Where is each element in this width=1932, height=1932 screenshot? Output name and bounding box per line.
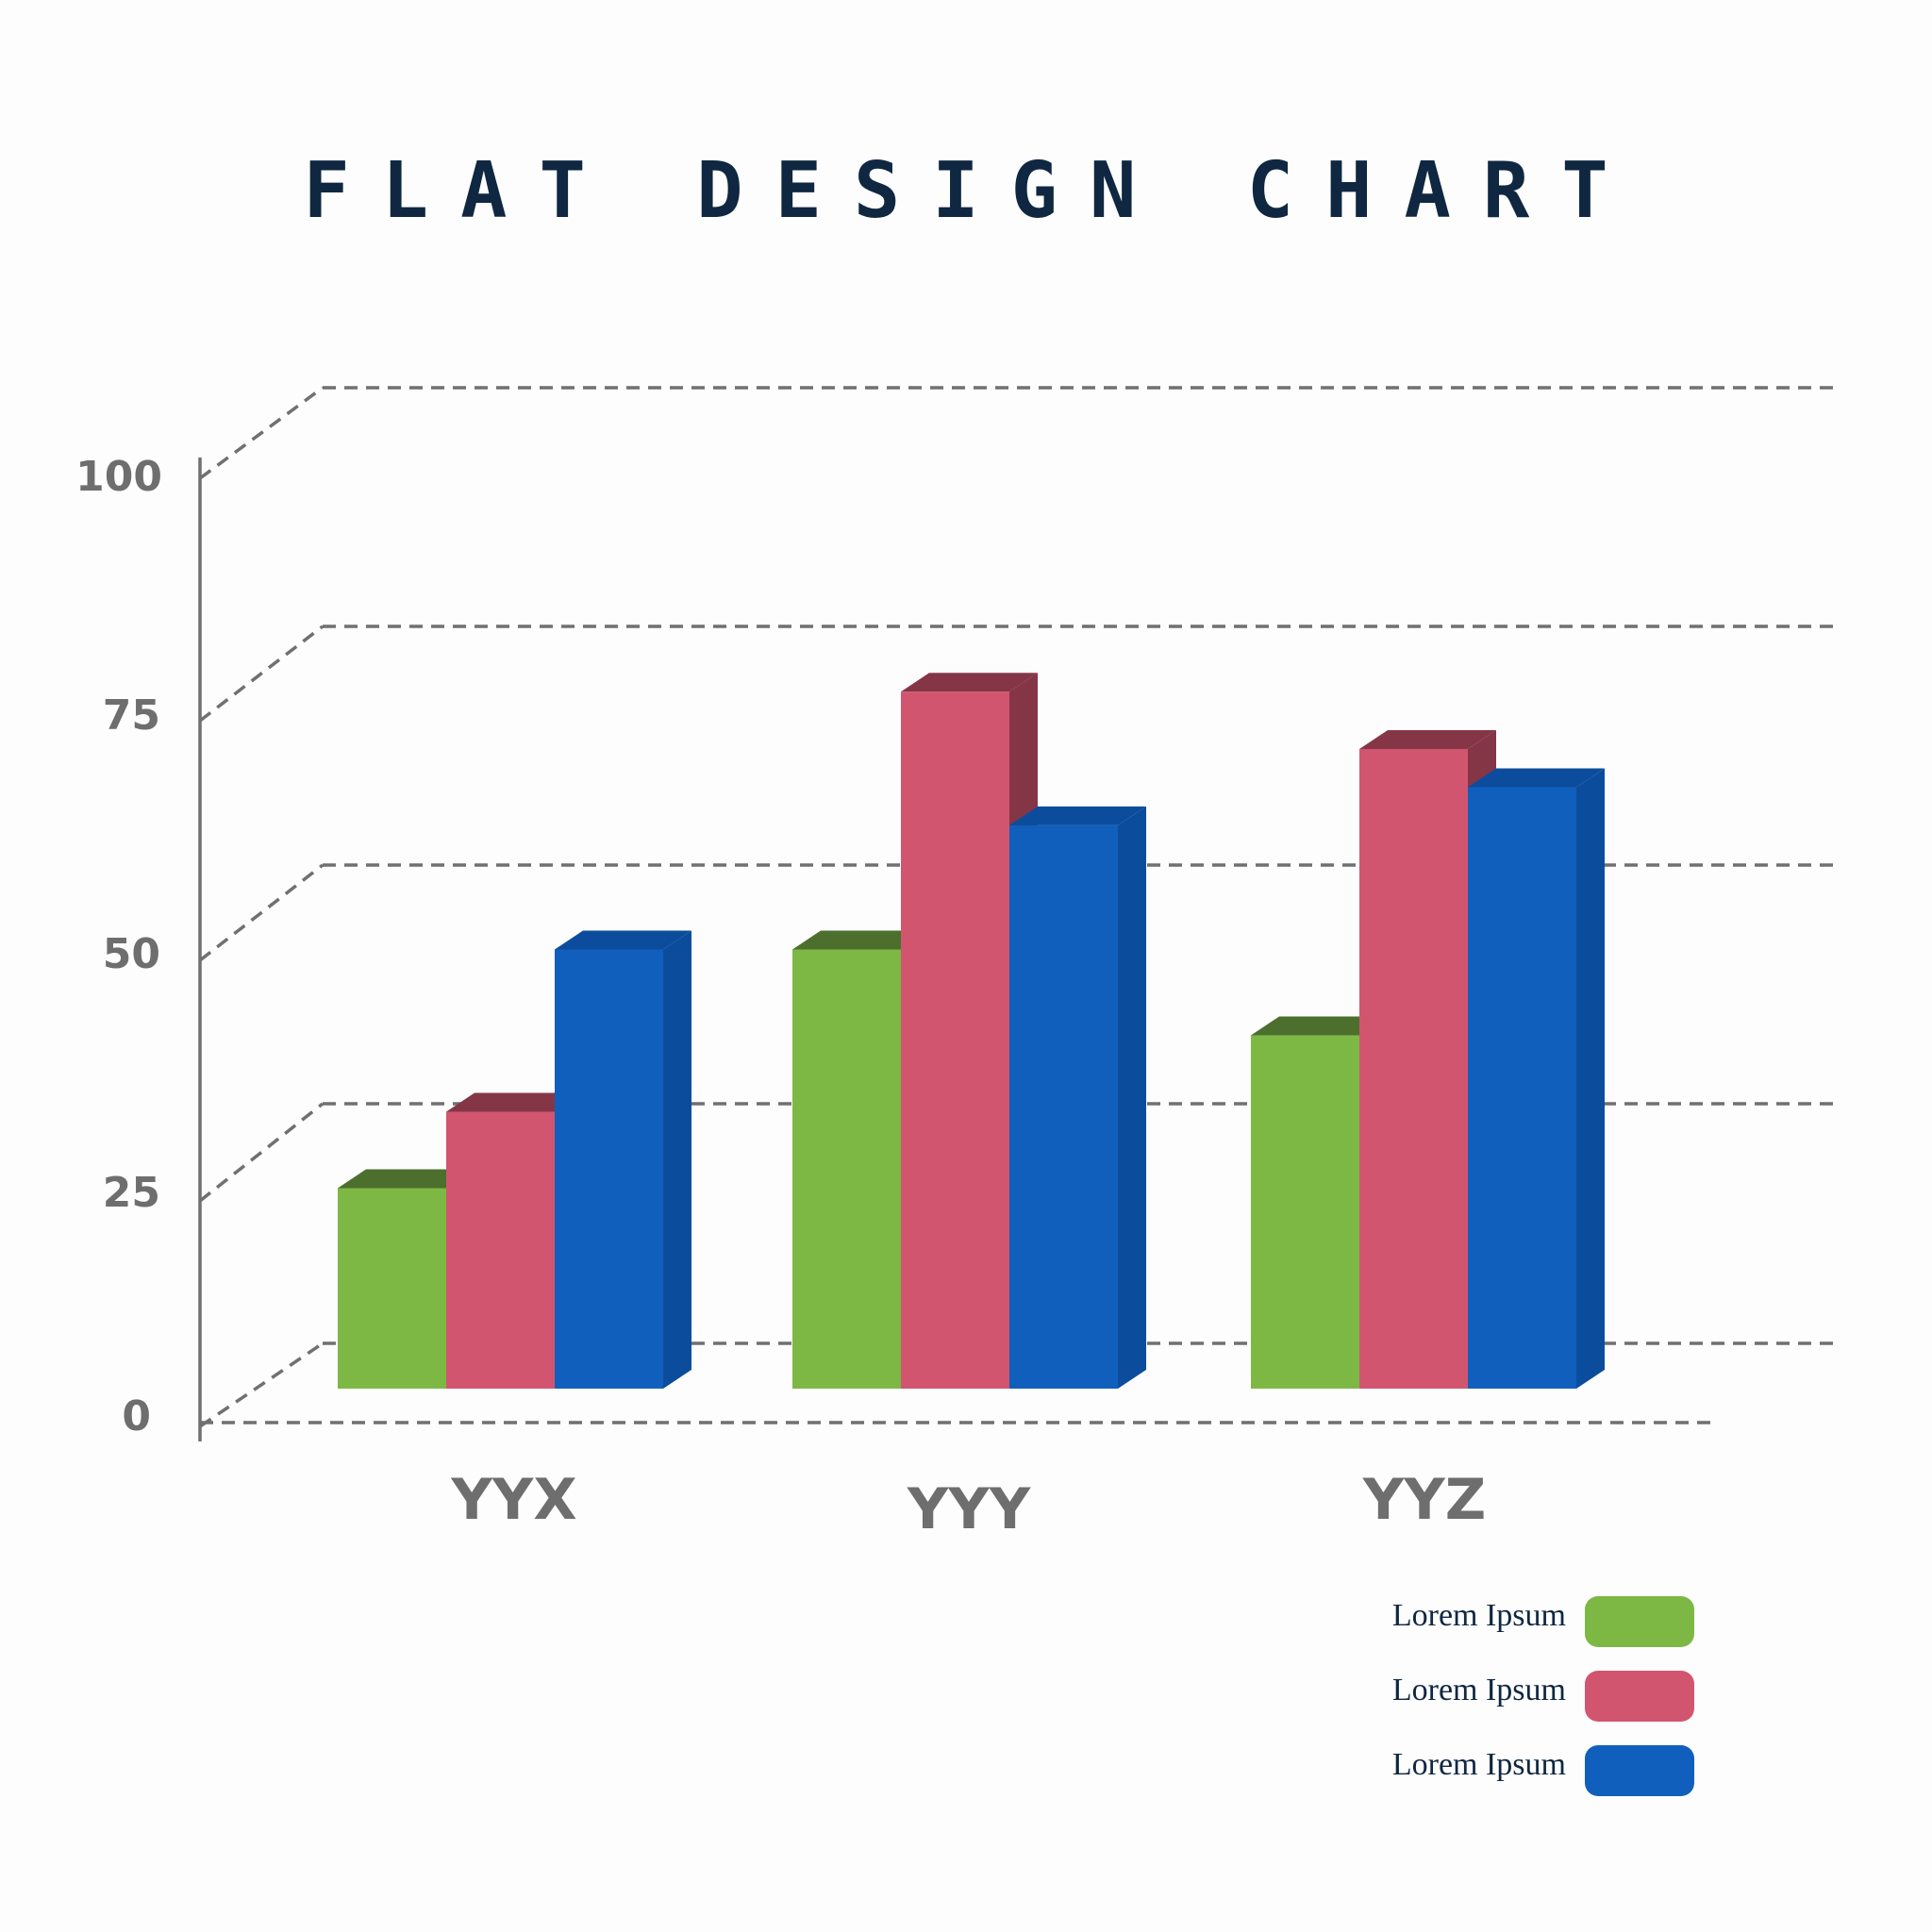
bar-top	[555, 930, 691, 950]
bar-front	[1359, 748, 1468, 1389]
bar-side	[1118, 806, 1146, 1389]
legend-swatch	[1585, 1596, 1694, 1647]
bar-top	[446, 1092, 583, 1112]
legend-swatch	[1585, 1745, 1694, 1796]
bars	[338, 673, 1605, 1389]
bar-front	[1009, 824, 1118, 1389]
legend: Lorem Ipsum Lorem Ipsum Lorem Ipsum	[1392, 1596, 1694, 1796]
legend-label: Lorem Ipsum	[1392, 1673, 1566, 1707]
bar	[555, 930, 691, 1389]
gridline-diagonal	[199, 1341, 324, 1428]
bar	[1009, 806, 1146, 1389]
bar-top	[792, 930, 929, 950]
y-tick-label: 25	[103, 1169, 160, 1217]
bar-top	[1009, 806, 1146, 825]
bar-front	[338, 1188, 446, 1389]
category-labels: YYX YYY YYZ	[450, 1467, 1486, 1542]
bar-side	[663, 930, 691, 1389]
category-label-yyz: YYZ	[1362, 1467, 1486, 1533]
y-tick-labels: 0 25 50 75 100	[75, 453, 162, 1441]
bar-front	[446, 1111, 555, 1389]
legend-label: Lorem Ipsum	[1392, 1747, 1566, 1782]
bar-top	[1251, 1016, 1388, 1036]
gridline-diagonal	[198, 1102, 325, 1203]
bar-side	[1576, 768, 1605, 1389]
bar-front	[901, 691, 1009, 1389]
bar-front	[792, 949, 901, 1389]
bar-top	[1359, 729, 1496, 749]
gridline-diagonal	[198, 863, 325, 962]
bar-top	[338, 1169, 475, 1189]
gridline-diagonal	[198, 625, 325, 723]
bar-top	[1468, 768, 1605, 788]
bar-top	[901, 673, 1038, 692]
legend-label: Lorem Ipsum	[1392, 1598, 1566, 1633]
y-tick-label: 50	[103, 930, 160, 978]
bar-front	[1251, 1035, 1359, 1389]
bar-front	[555, 949, 663, 1389]
y-tick-label: 75	[103, 691, 160, 740]
gridline-diagonal	[198, 386, 325, 480]
bar	[1468, 768, 1605, 1389]
chart-title: FLAT DESIGN CHART	[303, 146, 1640, 236]
bar	[338, 1169, 475, 1389]
y-tick-label: 0	[122, 1392, 151, 1441]
category-label-yyy: YYY	[907, 1476, 1032, 1542]
category-label-yyx: YYX	[450, 1467, 576, 1533]
bar	[1359, 729, 1496, 1389]
y-tick-label: 100	[75, 453, 162, 501]
bar-front	[1468, 787, 1576, 1389]
legend-swatch	[1585, 1671, 1694, 1722]
